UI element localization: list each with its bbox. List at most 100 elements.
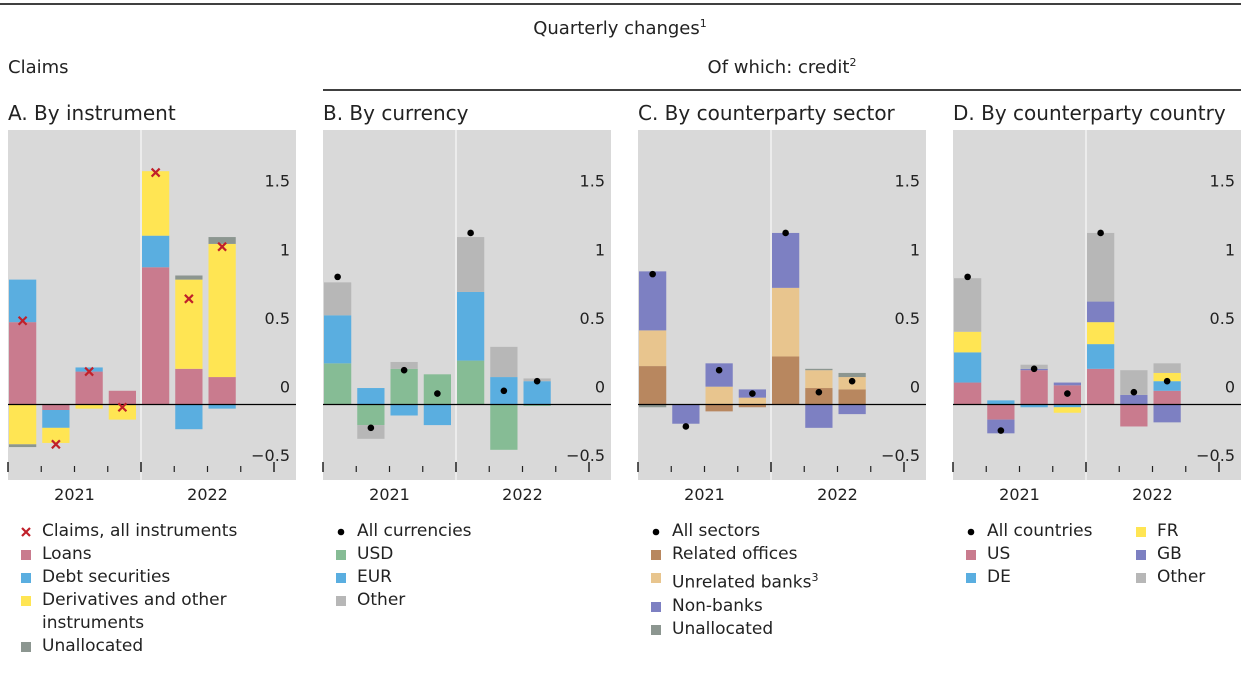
bar-segment xyxy=(357,404,385,426)
legend-item: Debt securities xyxy=(16,566,256,589)
legend-label: Non-banks xyxy=(672,595,763,618)
legend-label: Loans xyxy=(42,543,92,566)
y-tick-label: 0.5 xyxy=(1210,309,1235,328)
legend-item: Other xyxy=(331,589,571,612)
marker xyxy=(500,387,508,395)
legend-color xyxy=(1136,573,1146,583)
marker xyxy=(217,241,227,252)
bar-segment xyxy=(805,370,833,389)
y-tick-label: 1.5 xyxy=(895,172,920,191)
legend-text: Unrelated banks xyxy=(672,572,812,593)
bar-segment xyxy=(1087,344,1115,369)
cross-stroke xyxy=(150,167,161,178)
bar-segment xyxy=(1087,301,1115,323)
footnote-ref: 1 xyxy=(700,17,707,30)
panel-title: B. By currency xyxy=(323,101,469,125)
bar-segment xyxy=(1053,404,1081,408)
legend-swatch xyxy=(652,528,660,536)
bar-segment xyxy=(639,271,667,331)
bar-segment xyxy=(1153,372,1181,382)
legend-item: USD xyxy=(331,543,571,566)
legend-color xyxy=(651,624,661,635)
bar-segment xyxy=(108,390,136,405)
legend: Claims, all instruments Loans Debt securit… xyxy=(16,520,256,658)
section-label: Claims xyxy=(8,57,69,78)
legend-item: All countries xyxy=(961,520,1131,543)
footnote-ref: 2 xyxy=(849,56,856,69)
legend-text: EUR xyxy=(357,567,392,587)
bar-segment xyxy=(838,372,866,378)
legend-color xyxy=(966,550,976,560)
legend-item: Unallocated xyxy=(646,618,886,641)
bar-segment xyxy=(772,232,800,288)
bar-segment xyxy=(175,368,203,405)
bar-segment xyxy=(705,363,733,387)
marker xyxy=(17,316,28,326)
bar-segment xyxy=(639,366,667,405)
bar-segment xyxy=(324,363,352,405)
legend-swatch xyxy=(651,601,661,612)
bar-segment xyxy=(1120,404,1148,427)
bar-segment xyxy=(805,404,833,428)
bar-segment xyxy=(1053,382,1081,386)
bar-segment xyxy=(672,404,700,424)
legend-color xyxy=(21,573,31,583)
y-tick-label: 0.5 xyxy=(265,309,290,328)
legend-item: FR xyxy=(1131,520,1241,543)
cross-stroke xyxy=(21,527,31,537)
marker xyxy=(964,273,971,281)
section-label-text: Of which: credit xyxy=(708,57,850,78)
bar-segment xyxy=(1153,404,1181,423)
bar-segment xyxy=(1087,322,1115,345)
legend-label: Debt securities xyxy=(42,566,170,589)
bar-segment xyxy=(1087,232,1115,302)
marker xyxy=(434,390,441,397)
bar-segment xyxy=(639,330,667,367)
y-tick-label: 0.5 xyxy=(580,309,605,328)
header-title-text: Quarterly changes xyxy=(533,18,700,39)
bar-segment xyxy=(390,368,418,405)
marker xyxy=(682,423,690,430)
legend-item: US xyxy=(961,543,1131,566)
bar-segment xyxy=(838,404,866,415)
bar-segment xyxy=(324,315,352,364)
bar-segment xyxy=(9,444,37,448)
bar-segment xyxy=(108,404,136,420)
bar-segment xyxy=(423,374,451,405)
bar-segment xyxy=(324,282,352,316)
legend-symbol xyxy=(337,528,345,536)
marker xyxy=(400,366,408,374)
cross-stroke xyxy=(117,402,128,413)
panel-title: C. By counterparty sector xyxy=(638,101,896,125)
legend-item: Related offices xyxy=(646,543,886,566)
marker xyxy=(367,424,375,432)
legend-swatch xyxy=(651,573,661,583)
legend-label: GB xyxy=(1157,543,1182,566)
section-label: Of which: credit2 xyxy=(708,56,857,78)
bar-segment xyxy=(357,425,385,439)
legend-item: EUR xyxy=(331,566,571,589)
y-tick-label: 1 xyxy=(280,240,290,259)
y-tick-label: 1 xyxy=(910,240,920,259)
legend-swatch xyxy=(21,573,31,583)
marker xyxy=(334,273,341,281)
y-tick-label: −0.5 xyxy=(881,446,920,465)
y-tick-label: 1 xyxy=(1225,240,1235,259)
bar-segment xyxy=(1087,368,1115,405)
x-group-label: 2022 xyxy=(817,485,858,504)
bar-segment xyxy=(42,404,70,410)
legend-text: FR xyxy=(1157,521,1179,541)
legend-swatch xyxy=(336,573,346,583)
marker xyxy=(117,402,128,413)
bar-segment xyxy=(357,388,385,405)
legend-item: DE xyxy=(961,566,1131,589)
legend-text: Unallocated xyxy=(42,636,144,656)
y-tick-label: 1.5 xyxy=(1210,172,1235,191)
bar-segment xyxy=(738,397,766,405)
bar-segment xyxy=(9,404,37,445)
legend-swatch xyxy=(21,642,31,652)
legend-swatch xyxy=(1136,550,1146,560)
legend-symbol xyxy=(21,527,31,537)
